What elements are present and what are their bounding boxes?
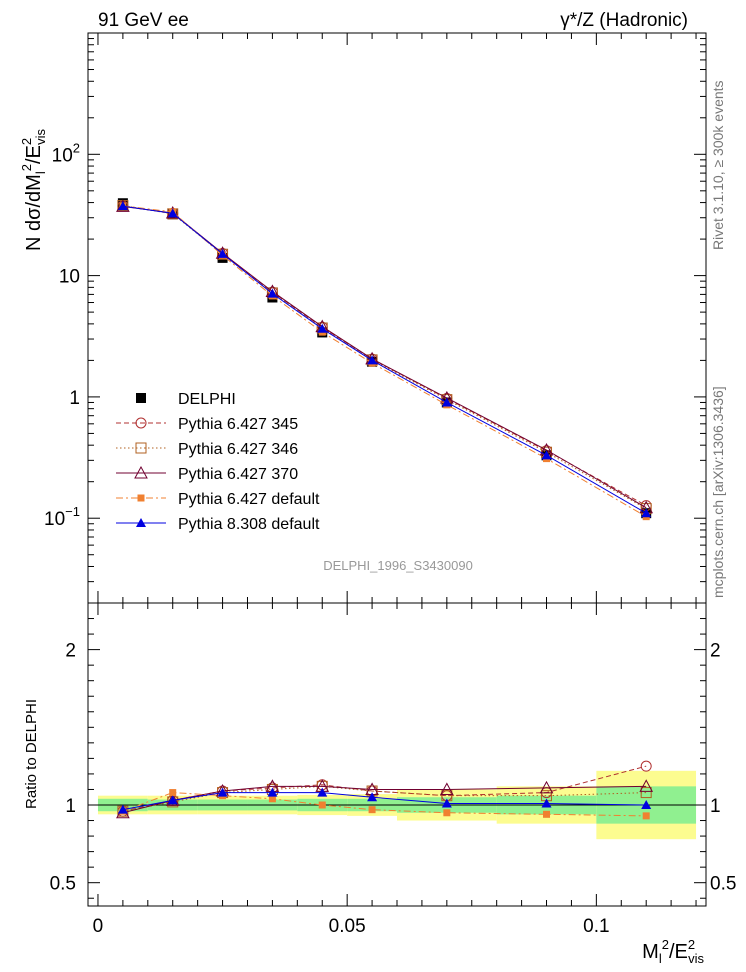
ratio-bands xyxy=(97,770,697,840)
ratio-xlabel: Ml2/E2 vis xyxy=(642,937,704,966)
data-point xyxy=(441,397,452,407)
ratio-y-tick-label: 1 xyxy=(65,796,76,817)
data-point xyxy=(117,804,128,814)
legend-entry: Pythia 8.308 default xyxy=(116,516,320,533)
series-line xyxy=(122,205,647,509)
rivet-label: Rivet 3.1.10, ≥ 300k events xyxy=(710,80,726,250)
data-point xyxy=(543,810,551,818)
header-right: γ*/Z (Hadronic) xyxy=(560,10,688,31)
series-line xyxy=(122,205,647,507)
legend-entry: Pythia 6.427 default xyxy=(116,491,320,508)
data-point xyxy=(441,798,452,808)
data-point xyxy=(541,798,552,808)
ratio-y-tick-label: 2 xyxy=(65,641,76,662)
y-tick-label: 1 xyxy=(69,388,80,409)
ratio-series xyxy=(116,760,654,820)
data-point xyxy=(135,442,147,454)
legend-label: DELPHI xyxy=(178,391,236,408)
legend-label: Pythia 8.308 default xyxy=(178,516,320,533)
series-line xyxy=(122,792,647,817)
data-point xyxy=(267,787,278,797)
legend-entry: Pythia 6.427 345 xyxy=(116,416,298,433)
ratio-frame xyxy=(87,602,707,907)
svg-text:mcplots.cern.ch [arXiv:1306.34: mcplots.cern.ch [arXiv:1306.3436] xyxy=(710,386,726,598)
legend-label: Pythia 6.427 370 xyxy=(178,466,298,483)
legend-label: Pythia 6.427 default xyxy=(178,491,320,508)
data-point xyxy=(167,208,178,218)
data-point xyxy=(267,288,278,298)
data-point xyxy=(169,789,177,797)
x-tick-label: 0 xyxy=(93,916,104,937)
data-point xyxy=(439,782,454,795)
main-series xyxy=(116,198,654,521)
watermark: DELPHI_1996_S3430090 xyxy=(323,558,473,573)
svg-text:Ml2/E2vis: Ml2/E2 vis xyxy=(642,937,704,966)
data-point xyxy=(317,787,328,797)
ratio-ticks: 0.5 0.5 1 1 2 2 0 0.05 0.1 xyxy=(50,603,736,937)
legend: DELPHI Pythia 6.427 345 Pythia 6.427 346 Py… xyxy=(116,391,320,533)
legend-entry: Pythia 6.427 370 xyxy=(116,465,298,483)
data-point xyxy=(167,795,178,805)
data-point xyxy=(541,450,552,460)
data-point xyxy=(318,801,326,809)
data-point xyxy=(539,780,554,794)
data-point xyxy=(136,518,146,527)
series-line xyxy=(122,205,647,510)
main-panel: 10−1 1 10 102 DELPHI_1996_S3430090 N dσ/dMl… xyxy=(19,32,707,604)
y-tick-label: 102 xyxy=(52,140,80,166)
ratio-y-tick-label-right: 1 xyxy=(710,796,721,817)
svg-text:Rivet 3.1.10, ≥ 300k events: Rivet 3.1.10, ≥ 300k events xyxy=(710,80,726,250)
x-tick-label: 0.05 xyxy=(329,916,366,937)
data-point xyxy=(641,800,652,809)
svg-text:N dσ/dMl2/E2vis: N dσ/dMl2/E2vis xyxy=(19,129,48,251)
data-point xyxy=(640,787,652,799)
ratio-y-tick-label-right: 0.5 xyxy=(710,874,736,895)
ratio-y-tick-label: 0.5 xyxy=(50,874,76,895)
data-point xyxy=(640,760,652,772)
legend-entry: Pythia 6.427 346 xyxy=(116,441,298,458)
data-point xyxy=(268,795,276,803)
y-tick-label: 10−1 xyxy=(44,504,80,530)
data-point xyxy=(134,465,148,479)
data-point xyxy=(368,806,376,814)
data-point xyxy=(137,494,145,502)
data-point xyxy=(217,248,228,258)
legend-entry: DELPHI xyxy=(136,391,236,408)
data-point xyxy=(136,393,146,403)
x-tick-label: 0.1 xyxy=(583,916,609,937)
series-line xyxy=(122,785,647,814)
header-left: 91 GeV ee xyxy=(98,10,189,31)
data-point xyxy=(135,417,147,429)
ratio-y-tick-label-right: 2 xyxy=(710,641,721,662)
ratio-ylabel: Ratio to DELPHI xyxy=(23,699,40,809)
data-point xyxy=(639,779,654,792)
data-point xyxy=(367,792,378,802)
data-point xyxy=(443,809,451,817)
data-point xyxy=(641,508,652,518)
mcplots-label: mcplots.cern.ch [arXiv:1306.3436] xyxy=(710,386,726,598)
series xyxy=(117,787,652,814)
main-ylabel: N dσ/dMl2/E2vis xyxy=(19,129,48,251)
data-point xyxy=(642,812,650,820)
main-ticks: 10−1 1 10 102 xyxy=(44,32,706,604)
data-point xyxy=(117,201,128,211)
data-point xyxy=(217,787,228,797)
legend-label: Pythia 6.427 346 xyxy=(178,441,298,458)
data-point xyxy=(317,323,328,333)
legend-label: Pythia 6.427 345 xyxy=(178,416,298,433)
ratio-panel: 0.5 0.5 1 1 2 2 0 0.05 0.1 Ratio to DELPHI Ml2/E… xyxy=(23,602,736,966)
data-point xyxy=(367,355,378,365)
svg-text:Ratio to DELPHI: Ratio to DELPHI xyxy=(23,699,40,809)
series xyxy=(117,201,652,518)
y-tick-label: 10 xyxy=(59,267,80,288)
